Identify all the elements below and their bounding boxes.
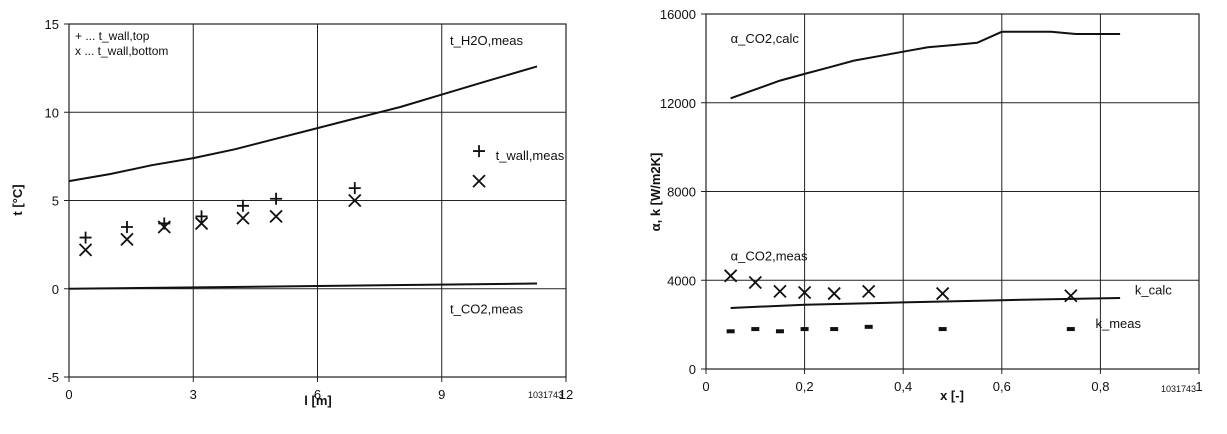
chart-2: 0 0,2 0,4 0,6 0,8 1 0 4000 8000 12000 16000 x [-] α,… xyxy=(648,7,1203,403)
y-axis-label: α, k [W/m2K] xyxy=(648,153,663,232)
series-line-t-co2-meas xyxy=(68,282,538,290)
annotation-co2-meas: α_CO2,meas xyxy=(731,248,808,263)
data-point-cross xyxy=(797,285,812,300)
y-tick-label: 8000 xyxy=(667,185,696,200)
reference-number: 1031743 xyxy=(1161,384,1196,394)
y-tick-label: 12000 xyxy=(660,96,696,111)
x-tick-label: 9 xyxy=(438,387,445,402)
data-point-cross xyxy=(348,193,362,208)
y-tick-label: 4000 xyxy=(667,273,696,288)
x-tick-label: 3 xyxy=(190,387,197,402)
annotation-k-meas: k_meas xyxy=(1095,316,1141,331)
data-point-dash xyxy=(800,327,809,332)
data-point-dash xyxy=(938,327,947,332)
y-tick-label: 15 xyxy=(45,17,59,32)
data-point-plus xyxy=(473,145,486,158)
y-tick-label: 5 xyxy=(52,194,59,209)
y-tick-label: 0 xyxy=(52,282,59,297)
series-t-h2o-meas xyxy=(68,65,538,183)
x-axis-label: l [m] xyxy=(304,393,331,408)
y-tick-label: -5 xyxy=(47,370,59,385)
data-point-cross xyxy=(194,216,209,231)
series-t-wall-top xyxy=(79,145,486,244)
data-point-dash xyxy=(864,324,873,329)
data-point-cross xyxy=(157,220,171,234)
series-line-k-calc xyxy=(730,297,1121,309)
x-tick-label: 6 xyxy=(314,387,321,402)
data-point-cross xyxy=(472,174,486,188)
y-tick-label: 0 xyxy=(689,362,696,377)
series-line-co2-calc xyxy=(730,30,1121,100)
series-k-calc xyxy=(730,297,1121,309)
data-point-plus xyxy=(348,182,361,195)
data-point-plus xyxy=(120,220,133,233)
annotation-t-wall-meas: t_wall,meas xyxy=(496,148,565,163)
y-axis-label: t [°C] xyxy=(10,184,25,215)
data-point-dash xyxy=(726,329,735,334)
data-point-dash xyxy=(751,327,760,332)
x-tick-label: 0,6 xyxy=(993,379,1011,394)
x-tick-label: 0 xyxy=(65,387,72,402)
x-tick-label: 12 xyxy=(559,387,573,402)
series-t-co2-meas xyxy=(68,282,538,290)
data-point-cross xyxy=(862,284,876,298)
data-point-cross xyxy=(827,286,841,301)
data-point-cross xyxy=(236,211,250,225)
data-point-cross xyxy=(724,269,738,283)
x-tick-label: 0,4 xyxy=(894,379,912,394)
data-point-cross xyxy=(773,284,787,298)
data-point-cross xyxy=(120,232,134,246)
data-point-plus xyxy=(270,192,283,205)
chart-1: 0 3 6 9 12 -5 0 5 10 15 l [m] t [°C] 1031743 t_H2O,me… xyxy=(10,17,573,408)
data-point-plus xyxy=(236,199,249,212)
x-axis-label: x [-] xyxy=(940,388,964,403)
series-k-meas xyxy=(726,324,1075,334)
series-t-wall-bottom xyxy=(78,174,486,257)
series-co2-meas xyxy=(724,269,1078,303)
y-tick-label: 16000 xyxy=(660,7,696,22)
x-tick-label: 1 xyxy=(1195,379,1202,394)
annotation-t-h2o-meas: t_H2O,meas xyxy=(450,33,523,48)
data-point-cross xyxy=(269,209,283,224)
x-tick-label: 0,8 xyxy=(1091,379,1109,394)
data-point-plus xyxy=(195,210,208,223)
legend-entry: + ... t_wall,top xyxy=(75,29,150,43)
data-point-dash xyxy=(1066,327,1075,332)
y-tick-label: 10 xyxy=(45,105,59,120)
data-point-cross xyxy=(78,243,93,257)
x-tick-label: 0 xyxy=(702,379,709,394)
reference-number: 1031743 xyxy=(528,390,563,400)
data-point-dash xyxy=(775,329,784,334)
legend-entry: x ... t_wall,bottom xyxy=(75,44,168,58)
annotation-k-calc: k_calc xyxy=(1135,283,1172,298)
series-co2-calc xyxy=(730,30,1121,100)
data-point-plus xyxy=(79,231,92,244)
annotation-t-co2-meas: t_CO2,meas xyxy=(450,301,523,316)
data-point-dash xyxy=(830,327,839,332)
series-line-t-h2o-meas xyxy=(68,65,538,183)
data-point-cross xyxy=(936,286,950,301)
annotation-co2-calc: α_CO2,calc xyxy=(731,31,800,46)
x-tick-label: 0,2 xyxy=(796,379,814,394)
data-point-cross xyxy=(1064,289,1078,303)
data-point-cross xyxy=(748,275,762,290)
